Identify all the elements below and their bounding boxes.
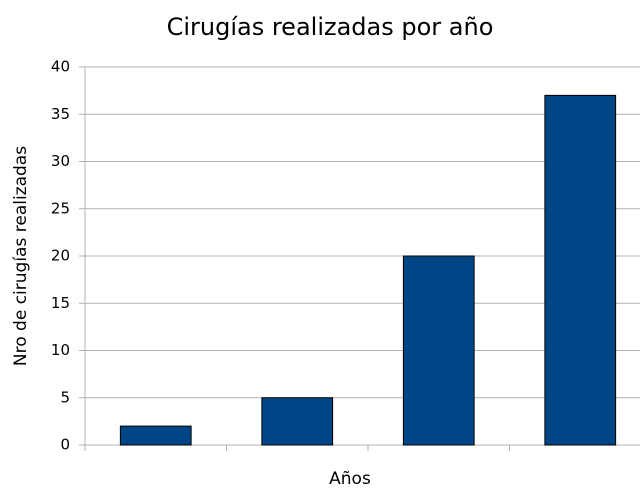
x-axis-label: Años	[329, 469, 371, 488]
bar	[261, 397, 334, 446]
y-tick-label: 5	[60, 388, 70, 406]
y-tick-label: 20	[51, 247, 70, 265]
y-axis-label: Nro de cirugías realizadas	[11, 146, 31, 366]
y-tick-label: 25	[51, 199, 70, 217]
y-tick-label: 35	[51, 105, 70, 123]
y-tick-label: 15	[51, 294, 70, 312]
bar	[402, 255, 475, 446]
y-tick-label: 40	[51, 58, 70, 76]
chart-title: Cirugías realizadas por año	[167, 13, 494, 41]
bar	[544, 94, 617, 446]
y-tick-label: 10	[51, 341, 70, 359]
bar	[119, 425, 192, 446]
y-tick-label: 30	[51, 152, 70, 170]
y-tick-label: 0	[60, 436, 70, 454]
